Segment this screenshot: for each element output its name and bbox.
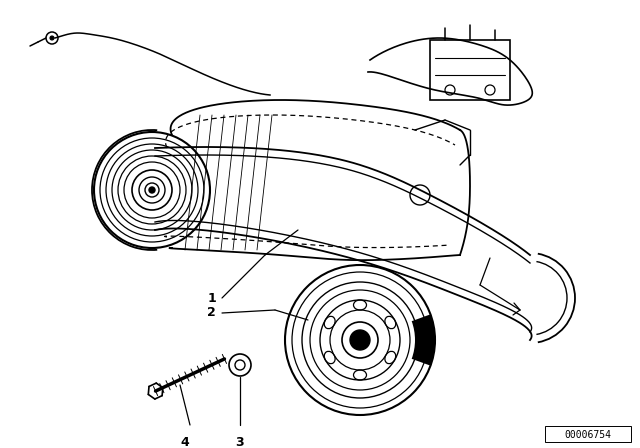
Wedge shape <box>412 314 435 366</box>
Circle shape <box>50 36 54 40</box>
Circle shape <box>350 330 370 350</box>
Bar <box>430 40 510 100</box>
Text: 00006754: 00006754 <box>564 430 611 440</box>
Text: 2: 2 <box>207 306 216 319</box>
Circle shape <box>149 187 155 193</box>
Text: 1: 1 <box>207 292 216 305</box>
Text: 3: 3 <box>236 436 244 448</box>
Text: 4: 4 <box>180 436 189 448</box>
Bar <box>545 426 631 442</box>
